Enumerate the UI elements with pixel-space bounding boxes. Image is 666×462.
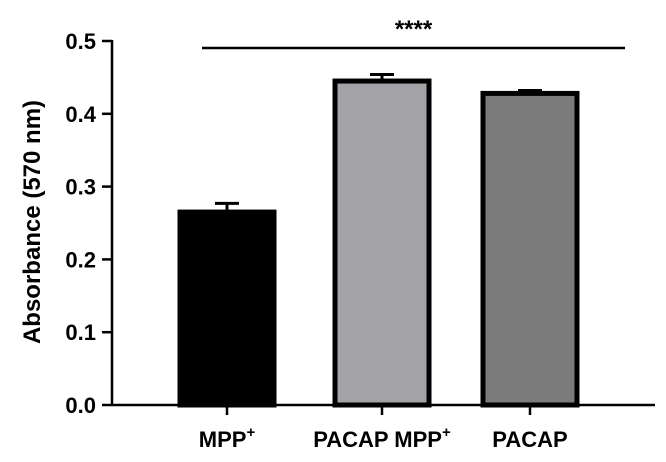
x-tick-label-1: PACAP MPP+	[313, 424, 451, 452]
x-tick-label-0: MPP+	[199, 424, 256, 452]
y-tick-label-4: 0.4	[65, 102, 96, 127]
x-tick-label-2: PACAP	[492, 427, 567, 452]
y-tick-label-5: 0.5	[65, 29, 96, 54]
bars-group	[177, 72, 580, 408]
y-tick-label-3: 0.3	[65, 175, 96, 200]
bar-1	[332, 78, 432, 408]
y-tick-label-2: 0.2	[65, 247, 96, 272]
bar-2	[480, 90, 580, 408]
y-tick-label-1: 0.1	[65, 320, 96, 345]
y-axis-title: Absorbance (570 nm)	[19, 100, 46, 344]
bar-0	[177, 209, 277, 408]
y-tick-label-0: 0.0	[65, 393, 96, 418]
significance-label: ****	[395, 16, 433, 43]
significance-bracket: ****	[202, 16, 625, 50]
axes-group: 0.0 0.1 0.2 0.3 0.4 0.5 MPP+ PACAP MPP+ PACAP	[65, 29, 655, 452]
